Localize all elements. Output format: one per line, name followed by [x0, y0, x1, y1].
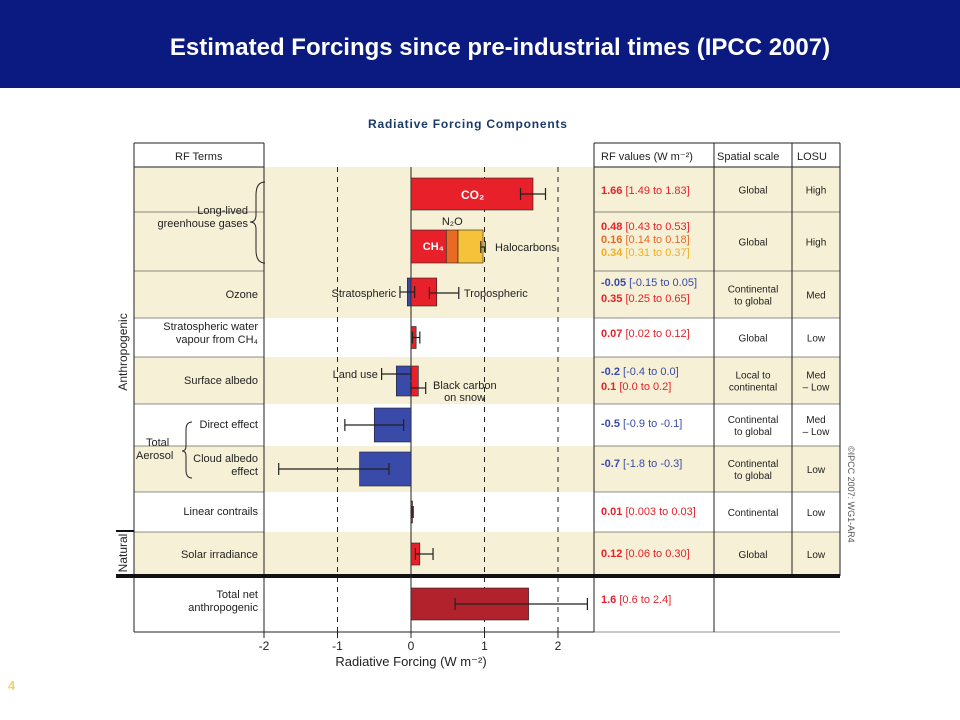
rf-value: 0.12 [0.06 to 0.30]: [601, 548, 690, 560]
rf-term-label: Direct effect: [200, 419, 259, 431]
spatial-scale: Global: [739, 238, 768, 249]
losu-value: Med – Low: [803, 415, 830, 438]
losu-value: Low: [807, 550, 826, 561]
rf-value: 0.1 [0.0 to 0.2]: [601, 381, 671, 393]
header-rf-values: RF values (W m⁻²): [601, 151, 693, 163]
bar-label-ch4: CH₄: [423, 241, 444, 253]
spatial-scale: Global: [739, 550, 768, 561]
rf-term-label: Cloud albedo effect: [193, 453, 258, 478]
bar-ch4: [410, 229, 447, 264]
natural-top-separator: [116, 530, 134, 532]
losu-value: Med – Low: [803, 371, 830, 394]
bar-black-carbon: [410, 365, 419, 397]
label-tropospheric: Tropospheric: [464, 288, 528, 300]
rf-value: -0.7 [-1.8 to -0.3]: [601, 458, 682, 470]
chart-labels: -2 -1 0 1 2 Radiative Forcing (W m⁻²) RF Terms…: [116, 151, 856, 669]
losu-value: Low: [807, 334, 826, 345]
natural-separator: [116, 574, 840, 578]
rf-value: 1.6 [0.6 to 2.4]: [601, 594, 671, 606]
rf-term-label: Total net anthropogenic: [188, 589, 258, 614]
rf-value: -0.2 [-0.4 to 0.0]: [601, 366, 679, 378]
rf-value: 1.66 [1.49 to 1.83]: [601, 185, 690, 197]
copyright-note: ©IPCC 2007: WG1-AR4: [846, 446, 856, 543]
rf-term-label: Linear contrails: [183, 506, 258, 518]
spatial-scale: Continental to global: [728, 459, 779, 482]
long-lived-brace: [249, 181, 266, 264]
rf-value: 0.01 [0.003 to 0.03]: [601, 506, 696, 518]
losu-value: High: [806, 238, 827, 249]
rf-value: 0.16 [0.14 to 0.18]: [601, 234, 690, 246]
spatial-scale: Continental to global: [728, 285, 779, 308]
x-tick-label: 1: [481, 639, 488, 653]
rf-term-label: Stratospheric water vapour from CH₄: [163, 321, 258, 346]
slide-number: 4: [8, 678, 16, 693]
x-tick-label: 0: [408, 639, 415, 653]
chart-bars: [278, 177, 589, 621]
row-band: [134, 446, 840, 492]
chart-frame: [116, 142, 841, 638]
group-label-anthropogenic: Anthropogenic: [116, 313, 130, 390]
x-tick-label: -2: [259, 639, 270, 653]
slide-header: Estimated Forcings since pre-industrial …: [0, 0, 960, 88]
bar-n2o: [445, 229, 459, 264]
rf-value: 0.35 [0.25 to 0.65]: [601, 293, 690, 305]
bar-tropospheric-ozone: [410, 277, 438, 307]
header-rf-terms: RF Terms: [175, 151, 223, 163]
row-band: [134, 271, 840, 318]
bar-halocarbons: [457, 229, 484, 264]
chart-title: Radiative Forcing Components: [368, 117, 568, 131]
rf-value: -0.05 [-0.15 to 0.05]: [601, 277, 697, 289]
aerosol-brace: [181, 421, 193, 479]
losu-value: Low: [807, 465, 826, 476]
rf-term-label: Surface albedo: [184, 375, 258, 387]
spatial-scale: Global: [739, 186, 768, 197]
group-label-long-lived: Long-lived greenhouse gases: [157, 205, 248, 230]
header-spatial-scale: Spatial scale: [717, 151, 779, 163]
bar-label-n2o: N₂O: [442, 216, 463, 228]
label-black-carbon: Black carbon on snow: [433, 380, 497, 404]
spatial-scale: Continental to global: [728, 415, 779, 438]
x-axis-label: Radiative Forcing (W m⁻²): [335, 654, 486, 669]
row-band: [134, 532, 840, 576]
rf-value: 0.07 [0.02 to 0.12]: [601, 328, 690, 340]
label-stratospheric: Stratospheric: [331, 288, 396, 300]
rf-term-label: Ozone: [226, 289, 258, 301]
x-tick-label: -1: [332, 639, 343, 653]
rf-value: 0.34 [0.31 to 0.37]: [601, 247, 690, 259]
rf-value: -0.5 [-0.9 to -0.1]: [601, 418, 682, 430]
group-label-natural: Natural: [116, 534, 130, 573]
row-bands: [134, 167, 840, 576]
losu-value: High: [806, 186, 827, 197]
losu-value: Med: [806, 291, 825, 302]
spatial-scale: Local to continental: [729, 371, 777, 394]
row-band: [134, 357, 840, 404]
spatial-scale: Continental: [728, 508, 779, 519]
rf-value: 0.48 [0.43 to 0.53]: [601, 221, 690, 233]
x-tick-label: 2: [555, 639, 562, 653]
losu-value: Low: [807, 508, 826, 519]
bar-label-co2: CO₂: [461, 188, 484, 202]
rf-term-label: Solar irradiance: [181, 549, 258, 561]
slide-title: Estimated Forcings since pre-industrial …: [169, 34, 831, 61]
bar-co2: [410, 177, 534, 211]
label-land-use: Land use: [333, 369, 378, 381]
spatial-scale: Global: [739, 334, 768, 345]
bar-land-use: [395, 365, 412, 397]
group-label-total-aerosol: Total Aerosol: [136, 437, 173, 462]
header-losu: LOSU: [797, 151, 827, 163]
bar-label-halocarbons: Halocarbons: [495, 242, 557, 254]
